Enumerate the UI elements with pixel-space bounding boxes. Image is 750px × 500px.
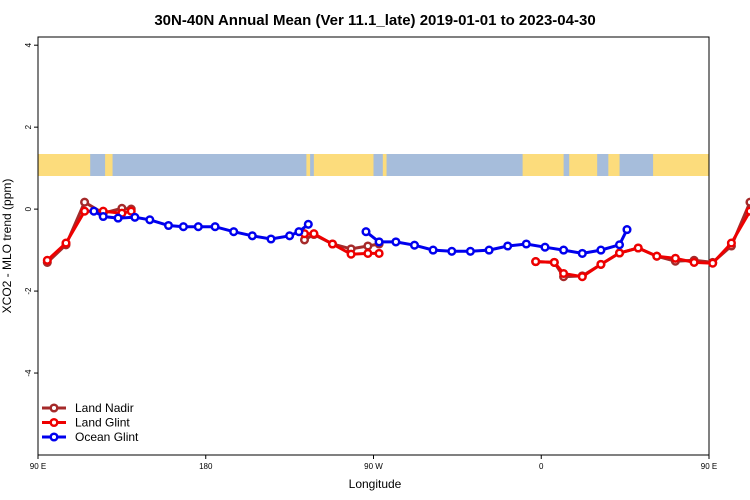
data-point [745,197,750,207]
data-point [614,240,625,250]
data-point [61,238,71,248]
data-point [540,242,550,252]
data-point [559,245,569,255]
map-land [608,154,620,176]
data-point [363,241,373,251]
y-tick-label: -4 [24,369,33,377]
x-tick-label: 0 [539,462,544,471]
legend-item: Ocean Glint [42,430,139,444]
data-point [98,211,108,222]
data-point [285,231,295,241]
data-point [80,206,90,216]
data-point [391,237,401,247]
data-point [745,206,750,216]
data-point [549,257,559,267]
y-tick-label: -2 [24,287,33,295]
data-point [531,257,541,267]
map-land [105,154,113,176]
x-axis-label: Longitude [349,477,402,491]
x-tick-label: 90 E [30,462,46,471]
map-land [38,154,91,176]
data-point [503,241,513,251]
y-tick-label: 4 [24,42,33,47]
map-land [522,154,564,176]
data-point [327,239,338,249]
x-tick-label: 180 [199,462,213,471]
data-point [145,215,155,225]
data-point [465,246,475,256]
legend-swatch-marker [49,432,59,442]
series-layer [42,197,750,282]
y-axis: 4 2 0 -2 -4 [24,42,38,377]
y-axis-label: XCO2 - MLO trend (ppm) [0,179,14,314]
data-point [294,227,304,237]
x-tick-label: 90 E [701,462,717,471]
map-land [569,154,598,176]
series-land-glint [42,206,750,282]
data-point [484,245,494,255]
data-point [309,229,319,239]
legend-item: Land Glint [42,416,130,430]
data-point [428,245,438,255]
data-point [163,220,174,231]
chart-title: 30N-40N Annual Mean (Ver 11.1_late) 2019… [154,12,595,29]
data-point [726,238,736,248]
data-point [210,222,220,232]
data-point [577,248,587,258]
map-land [306,154,311,176]
series-line [365,228,629,255]
data-point [193,222,203,232]
legend-item: Land Nadir [42,401,134,415]
data-point [113,213,123,223]
data-point [577,272,587,282]
data-point [652,251,662,261]
y-tick-label: 2 [24,124,33,129]
series-ocean-glint [89,206,632,258]
y-tick-label: 0 [24,206,33,211]
data-point [670,253,680,263]
data-point [80,197,90,207]
legend-label: Land Nadir [75,401,134,415]
data-point [178,222,188,232]
data-point [229,227,239,237]
data-point [689,257,699,267]
data-point [247,231,257,241]
data-point [346,249,356,259]
data-point [374,237,384,247]
x-axis: 90 E 180 90 W 0 90 E [30,455,717,471]
data-point [614,248,625,258]
data-point [447,246,457,256]
data-point [622,225,632,235]
x-tick-label: 90 W [364,462,383,471]
world-map-strip [38,154,709,176]
data-point [361,227,371,237]
map-land [653,154,709,176]
data-point [633,243,643,253]
data-point [363,248,373,258]
data-point [42,255,52,265]
data-point [521,239,531,249]
data-point [89,206,99,216]
data-point [596,245,606,255]
data-point [409,240,420,250]
data-point [303,219,313,229]
map-land [382,154,387,176]
legend-swatch-marker [49,403,59,413]
data-point [126,206,136,216]
legend-label: Land Glint [75,416,130,430]
data-point [374,248,384,258]
data-point [596,259,606,269]
legend-label: Ocean Glint [75,430,139,444]
legend-swatch-marker [49,417,59,428]
data-point [559,268,569,279]
data-point [130,212,140,222]
data-point [266,234,276,244]
series-line [535,209,750,279]
data-point [708,258,718,268]
map-land [313,154,374,176]
